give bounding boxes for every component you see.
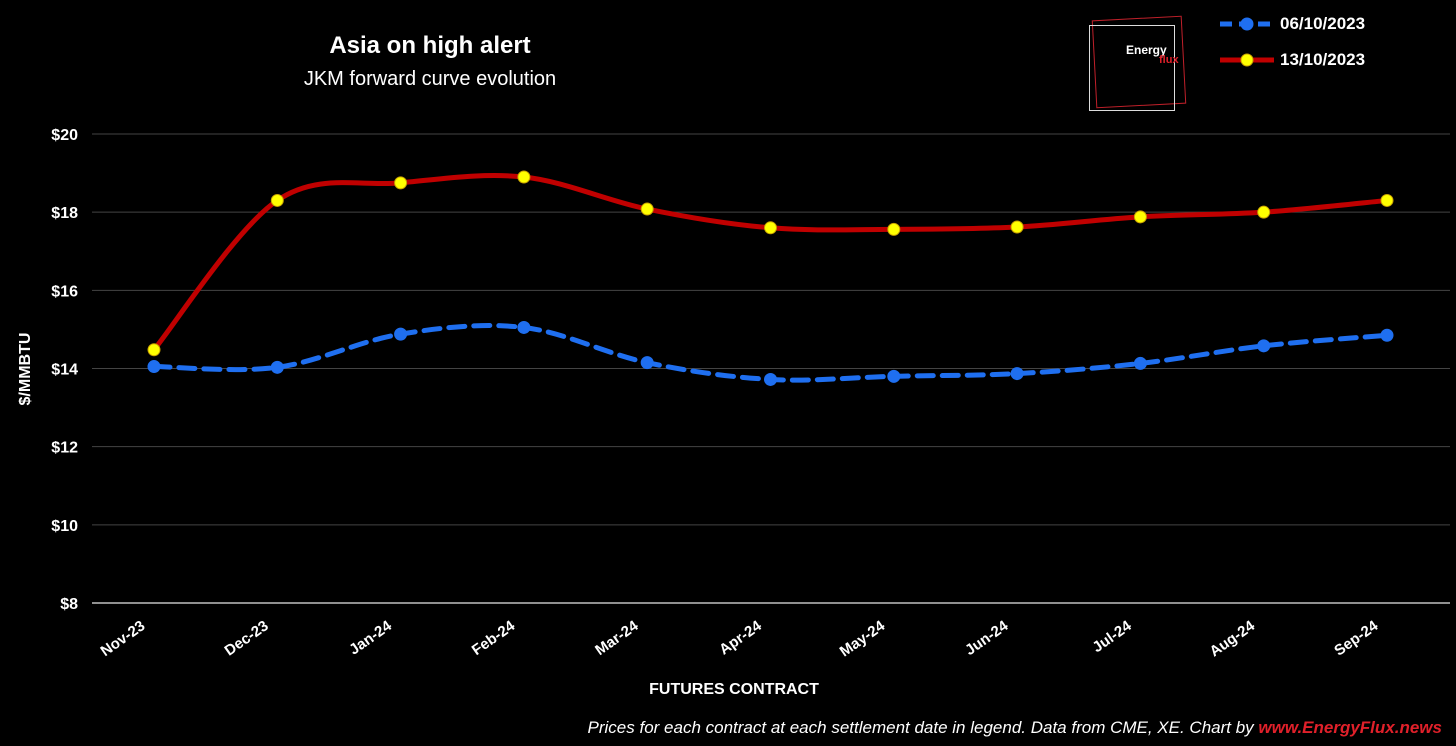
x-tick-label: Apr-24: [716, 617, 765, 659]
data-point-series-2: [1010, 220, 1024, 234]
data-point-series-1: [640, 356, 654, 370]
y-axis-label: $/MMBTU: [17, 333, 34, 406]
logo-frame: [1089, 25, 1175, 111]
data-point-series-1: [1010, 367, 1024, 381]
x-tick-label: Nov-23: [98, 617, 149, 660]
data-point-series-2: [1257, 205, 1271, 219]
data-point-series-1: [517, 320, 531, 334]
x-tick-label: Feb-24: [469, 617, 519, 659]
y-tick-label: $8: [60, 596, 78, 613]
data-point-series-1: [1380, 328, 1394, 342]
legend-label-series-1: 06/10/2023: [1280, 14, 1366, 33]
data-point-series-2: [887, 222, 901, 236]
y-tick-label: $14: [51, 362, 78, 379]
x-tick-label: Dec-23: [222, 617, 272, 659]
data-point-series-1: [1133, 356, 1147, 370]
legend-swatch-marker-2: [1240, 53, 1254, 67]
logo-text-energy: Energy: [1126, 43, 1167, 57]
data-point-series-2: [147, 343, 161, 357]
series-line-2: [151, 173, 1390, 353]
data-point-series-1: [270, 360, 284, 374]
data-point-series-1: [764, 372, 777, 386]
data-point-series-2: [1380, 193, 1394, 207]
x-axis-label: FUTURES CONTRACT: [649, 681, 819, 698]
y-tick-label: $16: [51, 283, 78, 300]
x-tick-label: Jul-24: [1089, 617, 1135, 656]
legend-swatch-marker-1: [1240, 17, 1254, 31]
logo-text-flux: flux: [1159, 54, 1179, 66]
data-point-series-2: [1133, 210, 1147, 224]
x-tick-label: Sep-24: [1331, 617, 1382, 660]
data-point-series-2: [270, 193, 284, 207]
y-tick-label: $10: [51, 518, 78, 535]
footer-note: Prices for each contract at each settlem…: [588, 718, 1442, 738]
data-point-series-1: [394, 327, 408, 341]
legend-label-series-2: 13/10/2023: [1280, 50, 1366, 69]
data-point-series-2: [640, 202, 654, 216]
x-tick-label: Jan-24: [346, 617, 395, 659]
data-point-series-2: [764, 221, 777, 235]
x-tick-label: May-24: [837, 617, 889, 660]
chart-subtitle: JKM forward curve evolution: [303, 68, 557, 90]
footer-text: Prices for each contract at each settlem…: [587, 718, 1259, 737]
x-tick-label: Mar-24: [592, 617, 642, 659]
x-tick-label: Aug-24: [1207, 617, 1259, 660]
x-tick-label: Jun-24: [962, 617, 1012, 659]
y-tick-label: $12: [51, 440, 78, 457]
data-point-series-2: [517, 170, 531, 184]
y-tick-label: $20: [51, 127, 78, 144]
data-point-series-2: [394, 176, 408, 190]
data-point-series-1: [887, 369, 901, 383]
footer-link[interactable]: www.EnergyFlux.news: [1258, 718, 1442, 737]
data-point-series-1: [1257, 339, 1271, 353]
chart-title: Asia on high alert: [329, 32, 531, 59]
data-point-series-1: [147, 360, 161, 374]
series-line-1: [151, 323, 1390, 383]
y-tick-label: $18: [51, 205, 78, 222]
